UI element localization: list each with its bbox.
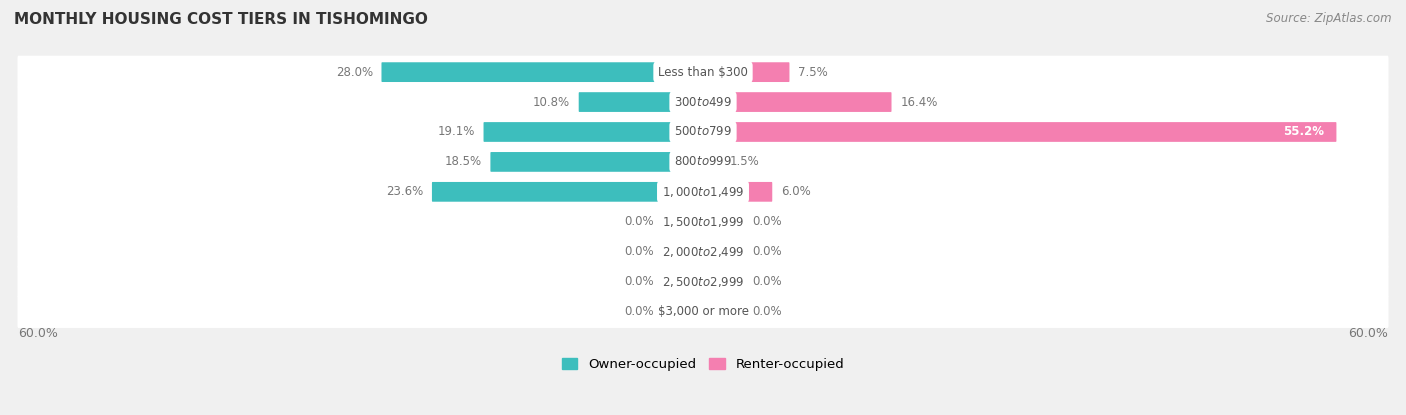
Text: $2,500 to $2,999: $2,500 to $2,999: [662, 275, 744, 288]
FancyBboxPatch shape: [703, 182, 772, 202]
FancyBboxPatch shape: [703, 122, 1337, 142]
Text: 0.0%: 0.0%: [752, 305, 782, 318]
FancyBboxPatch shape: [662, 242, 703, 261]
FancyBboxPatch shape: [484, 122, 703, 142]
FancyBboxPatch shape: [381, 62, 703, 82]
Text: 23.6%: 23.6%: [387, 186, 423, 198]
Text: 18.5%: 18.5%: [444, 155, 482, 168]
Text: $800 to $999: $800 to $999: [673, 155, 733, 168]
Text: 0.0%: 0.0%: [752, 275, 782, 288]
FancyBboxPatch shape: [703, 152, 721, 172]
Text: 0.0%: 0.0%: [624, 275, 654, 288]
Text: 0.0%: 0.0%: [624, 215, 654, 228]
FancyBboxPatch shape: [662, 212, 703, 232]
FancyBboxPatch shape: [491, 152, 703, 172]
FancyBboxPatch shape: [703, 92, 891, 112]
Text: 19.1%: 19.1%: [437, 125, 475, 139]
FancyBboxPatch shape: [17, 145, 1389, 178]
FancyBboxPatch shape: [17, 115, 1389, 149]
FancyBboxPatch shape: [17, 205, 1389, 238]
FancyBboxPatch shape: [662, 302, 703, 321]
FancyBboxPatch shape: [579, 92, 703, 112]
FancyBboxPatch shape: [703, 62, 789, 82]
Text: Source: ZipAtlas.com: Source: ZipAtlas.com: [1267, 12, 1392, 25]
Text: 16.4%: 16.4%: [900, 95, 938, 109]
Text: 0.0%: 0.0%: [752, 215, 782, 228]
FancyBboxPatch shape: [17, 235, 1389, 268]
Text: 0.0%: 0.0%: [624, 245, 654, 258]
Text: 10.8%: 10.8%: [533, 95, 569, 109]
FancyBboxPatch shape: [662, 272, 703, 291]
FancyBboxPatch shape: [17, 295, 1389, 328]
Text: 1.5%: 1.5%: [730, 155, 759, 168]
Text: MONTHLY HOUSING COST TIERS IN TISHOMINGO: MONTHLY HOUSING COST TIERS IN TISHOMINGO: [14, 12, 427, 27]
Text: $300 to $499: $300 to $499: [673, 95, 733, 109]
FancyBboxPatch shape: [703, 272, 744, 291]
Text: Less than $300: Less than $300: [658, 66, 748, 78]
Text: 55.2%: 55.2%: [1284, 125, 1324, 139]
Text: 60.0%: 60.0%: [18, 327, 58, 339]
Text: 7.5%: 7.5%: [799, 66, 828, 78]
Text: $3,000 or more: $3,000 or more: [658, 305, 748, 318]
FancyBboxPatch shape: [17, 265, 1389, 298]
Text: 0.0%: 0.0%: [624, 305, 654, 318]
Text: $1,500 to $1,999: $1,500 to $1,999: [662, 215, 744, 229]
Legend: Owner-occupied, Renter-occupied: Owner-occupied, Renter-occupied: [561, 358, 845, 371]
Text: $2,000 to $2,499: $2,000 to $2,499: [662, 245, 744, 259]
FancyBboxPatch shape: [432, 182, 703, 202]
Text: 0.0%: 0.0%: [752, 245, 782, 258]
Text: 60.0%: 60.0%: [1348, 327, 1388, 339]
FancyBboxPatch shape: [17, 85, 1389, 119]
FancyBboxPatch shape: [703, 212, 744, 232]
Text: 28.0%: 28.0%: [336, 66, 373, 78]
FancyBboxPatch shape: [17, 56, 1389, 88]
FancyBboxPatch shape: [703, 302, 744, 321]
Text: 6.0%: 6.0%: [780, 186, 811, 198]
Text: $500 to $799: $500 to $799: [673, 125, 733, 139]
FancyBboxPatch shape: [703, 242, 744, 261]
Text: $1,000 to $1,499: $1,000 to $1,499: [662, 185, 744, 199]
FancyBboxPatch shape: [17, 176, 1389, 208]
